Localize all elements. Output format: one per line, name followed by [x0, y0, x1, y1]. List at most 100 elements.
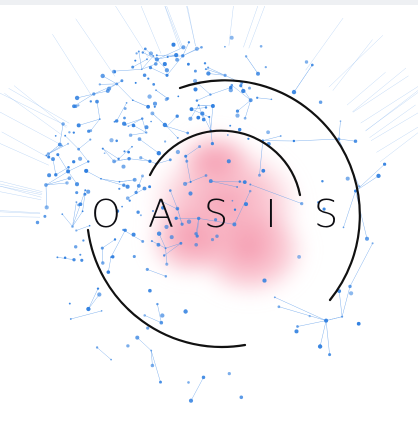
network-dot — [358, 185, 361, 188]
network-dot — [204, 174, 208, 177]
network-dot — [210, 142, 214, 146]
network-dot — [56, 256, 59, 259]
network-line — [210, 105, 214, 131]
network-dot — [155, 54, 158, 57]
network-ray — [0, 191, 42, 201]
network-dot — [82, 239, 85, 242]
network-line — [76, 225, 90, 231]
network-dot — [376, 173, 381, 179]
network-dot — [159, 380, 162, 384]
network-dot — [123, 107, 127, 110]
network-line — [250, 184, 302, 204]
network-line — [48, 145, 63, 155]
network-ray — [75, 18, 116, 77]
network-dot — [98, 118, 101, 121]
network-dot — [117, 157, 120, 161]
network-dot — [235, 109, 240, 113]
network-dot — [208, 115, 211, 119]
network-line — [93, 83, 117, 95]
wordmark-letter: A — [148, 192, 174, 236]
top-border — [0, 0, 418, 5]
network-ray — [0, 180, 43, 192]
network-dot — [160, 313, 165, 318]
network-dot — [121, 205, 123, 208]
network-dot — [123, 228, 127, 232]
network-dot — [132, 177, 137, 182]
network-line — [99, 83, 117, 85]
network-dot — [141, 51, 145, 54]
network-line — [139, 138, 159, 154]
network-dot — [345, 176, 350, 181]
network-dot — [158, 199, 163, 203]
network-ray — [360, 86, 418, 124]
network-dot — [175, 149, 181, 155]
network-dot — [187, 381, 190, 384]
network-line — [191, 107, 207, 110]
network-line — [150, 350, 161, 383]
network-dot — [233, 208, 237, 211]
network-dot — [192, 78, 198, 84]
network-dot — [152, 83, 156, 86]
network-dot — [163, 254, 166, 257]
network-dot — [266, 130, 270, 135]
network-dot — [194, 46, 199, 51]
network-dot — [353, 139, 358, 143]
network-dot — [152, 210, 154, 212]
network-ray — [370, 112, 418, 141]
network-line — [231, 85, 251, 101]
network-dot — [317, 344, 323, 349]
network-line — [237, 100, 251, 112]
network-line — [355, 190, 368, 239]
network-ray — [0, 211, 41, 214]
network-dot — [364, 236, 370, 241]
network-line — [73, 93, 94, 107]
network-line — [110, 230, 126, 258]
network-dot — [131, 145, 133, 148]
network-ray — [243, 5, 259, 48]
network-line — [202, 113, 211, 131]
network-dot — [177, 95, 180, 98]
network-line — [102, 75, 117, 85]
network-ray — [328, 35, 384, 88]
network-dot — [115, 209, 120, 213]
network-line — [338, 291, 343, 317]
network-dot — [200, 45, 203, 49]
network-dot — [215, 234, 219, 238]
network-dot — [111, 255, 115, 259]
network-dot — [135, 52, 138, 55]
network-dot — [64, 134, 67, 137]
network-ray — [0, 183, 43, 194]
network-dot — [188, 398, 194, 403]
network-line — [88, 288, 99, 310]
network-dot — [159, 320, 164, 325]
network-dot — [310, 63, 314, 67]
network-dot — [77, 147, 80, 151]
network-dot — [229, 35, 234, 40]
network-dot — [154, 57, 160, 62]
network-dot — [100, 246, 104, 250]
network-dot — [207, 66, 210, 69]
network-line — [52, 159, 57, 175]
network-dot — [196, 115, 201, 120]
network-line — [166, 126, 188, 134]
network-dot — [88, 224, 91, 227]
network-dot — [354, 189, 357, 193]
network-dot — [150, 240, 153, 243]
network-line — [67, 161, 89, 172]
network-dot — [137, 137, 142, 141]
network-dot — [86, 189, 91, 194]
network-line — [338, 121, 341, 140]
network-dot — [204, 106, 208, 109]
network-ray — [186, 5, 196, 47]
network-dot — [118, 187, 121, 190]
network-dot — [174, 52, 179, 58]
network-dot — [84, 168, 89, 173]
network-dot — [208, 179, 213, 184]
network-ray — [52, 34, 92, 97]
network-line — [341, 286, 351, 317]
network-line — [244, 100, 251, 119]
network-line — [240, 85, 251, 101]
network-dot — [226, 134, 229, 136]
network-dot — [226, 159, 231, 164]
